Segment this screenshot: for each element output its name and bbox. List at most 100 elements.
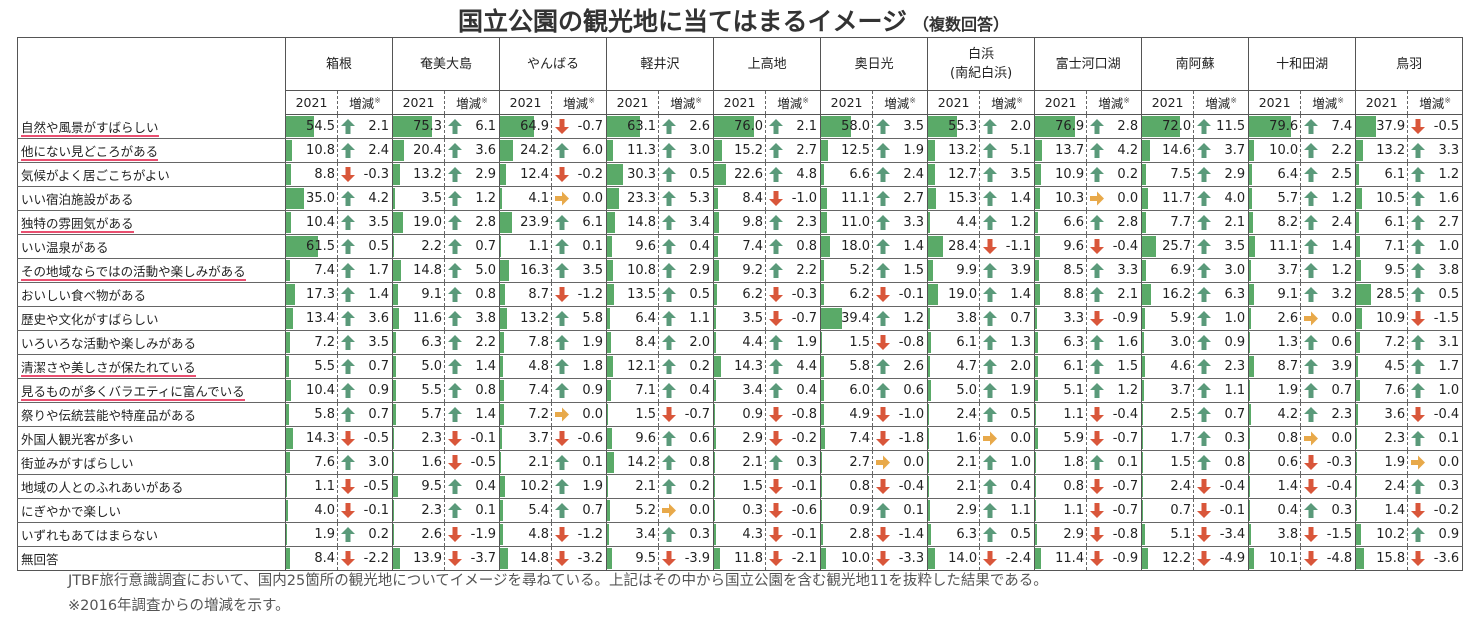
value-bar bbox=[393, 380, 396, 401]
value-cell: 5.5 bbox=[285, 354, 338, 379]
value-bar bbox=[1249, 524, 1252, 545]
value-label: 2.9 bbox=[1063, 527, 1085, 542]
value-cell: 6.9 bbox=[1141, 258, 1195, 283]
change-header-label: 増減 bbox=[777, 96, 803, 111]
arrow-up-icon bbox=[983, 191, 998, 206]
value-label: 9.6 bbox=[1063, 239, 1085, 254]
change-label: -0.2 bbox=[577, 167, 604, 182]
value-label: 3.8 bbox=[956, 311, 978, 326]
change-label: 0.0 bbox=[1331, 311, 1353, 326]
value-label: 8.4 bbox=[635, 335, 657, 350]
value-cell: 79.6 bbox=[1248, 114, 1302, 139]
change-label: 1.9 bbox=[582, 335, 604, 350]
change-cell: -0.9 bbox=[1086, 306, 1143, 331]
arrow-up-icon bbox=[1090, 167, 1105, 182]
arrow-up-icon bbox=[983, 503, 998, 518]
value-cell: 6.6 bbox=[1034, 210, 1088, 235]
value-bar bbox=[1035, 212, 1039, 233]
value-cell: 10.4 bbox=[285, 210, 338, 235]
change-cell: 0.1 bbox=[872, 498, 929, 523]
change-label: -0.4 bbox=[1433, 407, 1460, 422]
value-label: 6.3 bbox=[1063, 335, 1085, 350]
change-cell: 1.7 bbox=[1407, 354, 1464, 379]
value-cell: 5.9 bbox=[1141, 306, 1195, 331]
value-bar bbox=[286, 188, 305, 209]
row-label: 見るものが多くバラエティに富んでいる bbox=[17, 378, 286, 403]
value-cell: 6.1 bbox=[1034, 354, 1088, 379]
row-label: 歴史や文化がすばらしい bbox=[17, 306, 286, 331]
change-cell: 1.9 bbox=[551, 330, 608, 355]
arrow-up-icon bbox=[1090, 455, 1105, 470]
value-cell: 1.1 bbox=[1034, 498, 1088, 523]
change-label: 1.1 bbox=[689, 311, 711, 326]
arrow-down-icon bbox=[341, 503, 355, 518]
value-label: 5.0 bbox=[956, 383, 978, 398]
change-cell: 3.8 bbox=[444, 306, 501, 331]
value-label: 2.1 bbox=[956, 479, 978, 494]
change-label: 0.5 bbox=[1010, 527, 1032, 542]
change-header-label: 増減 bbox=[349, 96, 375, 111]
row-label: 独特の雰囲気がある bbox=[17, 210, 286, 235]
value-label: 61.5 bbox=[306, 239, 335, 254]
change-label: 0.1 bbox=[582, 455, 604, 470]
value-label: 2.9 bbox=[956, 503, 978, 518]
change-cell: 0.5 bbox=[1407, 282, 1464, 307]
arrow-down-icon bbox=[769, 407, 784, 422]
value-bar bbox=[393, 140, 404, 161]
value-bar bbox=[1142, 236, 1156, 257]
arrow-up-icon bbox=[876, 383, 891, 398]
value-label: 17.3 bbox=[306, 287, 335, 302]
change-label: -0.7 bbox=[1112, 503, 1139, 518]
change-cell: 1.4 bbox=[979, 282, 1036, 307]
value-bar bbox=[607, 524, 609, 545]
change-cell: -0.1 bbox=[1193, 498, 1250, 523]
value-label: 6.9 bbox=[1170, 263, 1192, 278]
value-cell: 10.1 bbox=[1248, 546, 1302, 571]
value-bar bbox=[607, 356, 614, 377]
value-bar bbox=[1035, 116, 1076, 137]
change-label: -1.0 bbox=[791, 191, 818, 206]
change-label: 2.1 bbox=[368, 119, 390, 134]
change-label: -4.8 bbox=[1326, 551, 1353, 566]
value-bar bbox=[714, 332, 717, 353]
arrow-up-icon bbox=[1411, 239, 1426, 254]
arrow-up-icon bbox=[1197, 311, 1212, 326]
value-bar bbox=[1356, 284, 1371, 305]
value-bar bbox=[393, 212, 403, 233]
value-bar bbox=[1356, 332, 1360, 353]
change-cell: -0.5 bbox=[1407, 114, 1464, 139]
change-cell: -1.2 bbox=[551, 282, 608, 307]
arrow-down-icon bbox=[555, 287, 570, 302]
value-bar bbox=[607, 284, 615, 305]
change-label: -0.1 bbox=[791, 479, 818, 494]
change-header-mark: ※ bbox=[1444, 96, 1451, 105]
value-bar bbox=[821, 404, 824, 425]
change-header: 増減※ bbox=[658, 90, 715, 115]
change-cell: 1.7 bbox=[337, 258, 394, 283]
change-cell: -0.7 bbox=[1086, 426, 1143, 451]
change-cell: 3.3 bbox=[1086, 258, 1143, 283]
value-label: 2.1 bbox=[635, 479, 657, 494]
change-label: 5.0 bbox=[475, 263, 497, 278]
value-cell: 64.9 bbox=[499, 114, 553, 139]
value-label: 7.8 bbox=[528, 335, 550, 350]
destination-name: 奄美大島 bbox=[420, 56, 473, 72]
arrow-up-icon bbox=[555, 479, 570, 494]
value-label: 2.3 bbox=[421, 431, 443, 446]
value-label: 9.1 bbox=[1277, 287, 1299, 302]
value-label: 3.5 bbox=[421, 191, 443, 206]
value-label: 1.9 bbox=[1384, 455, 1406, 470]
table-row: 地域の人とのふれあいがある 1.1 -0.5 9.5 0.4 10.2 1.9 2.1 0.2 1… bbox=[17, 474, 1464, 499]
arrow-up-icon bbox=[341, 407, 355, 422]
value-cell: 58.0 bbox=[820, 114, 874, 139]
arrow-up-icon bbox=[341, 263, 355, 278]
value-label: 4.6 bbox=[1170, 359, 1192, 374]
change-label: -0.7 bbox=[577, 119, 604, 134]
change-label: 0.3 bbox=[689, 527, 711, 542]
value-cell: 5.0 bbox=[927, 378, 981, 403]
value-label: 9.8 bbox=[742, 215, 764, 230]
destination-name: 十和田湖 bbox=[1276, 56, 1329, 72]
value-bar bbox=[1356, 260, 1362, 281]
value-cell: 12.5 bbox=[820, 138, 874, 163]
arrow-up-icon bbox=[876, 191, 891, 206]
